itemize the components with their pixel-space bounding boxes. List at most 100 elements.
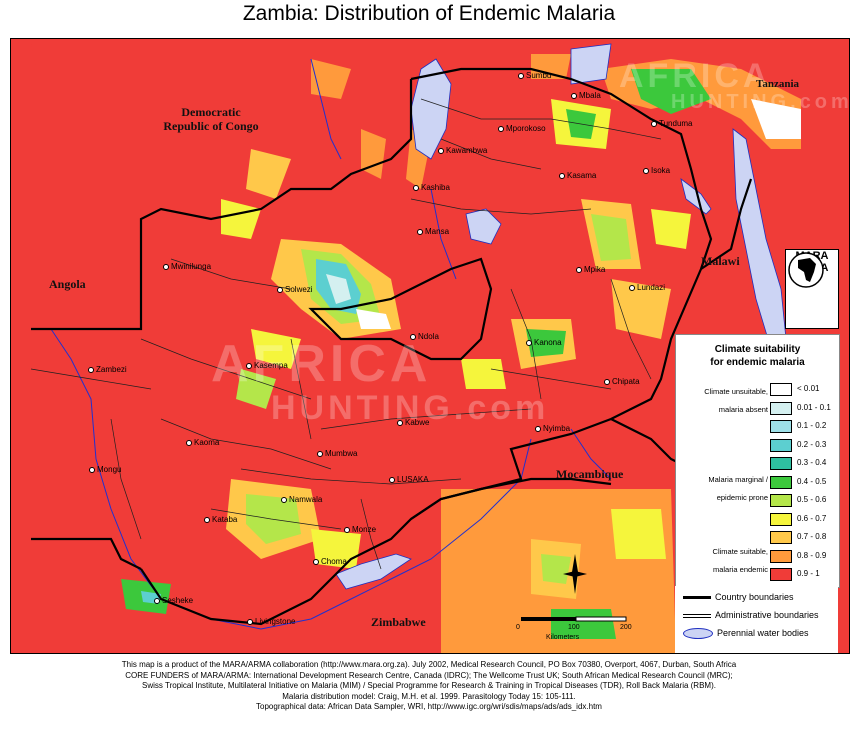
- town-choma: Choma: [313, 557, 347, 567]
- country-boundaries: [31, 67, 753, 626]
- town-nyimba: Nyimba: [535, 424, 570, 434]
- legend-class-8: 0.7 - 0.8: [770, 531, 838, 544]
- country-boundary-sample: [683, 596, 711, 600]
- town-mwinilunga: Mwinilunga: [163, 262, 211, 272]
- legend-class-label: 0.7 - 0.8: [797, 532, 827, 541]
- town-namwala: Namwala: [281, 495, 322, 505]
- town-ndola: Ndola: [410, 332, 439, 342]
- legend-swatch: [770, 457, 792, 470]
- legend-class-0: < 0.01: [770, 383, 838, 396]
- legend-class-3: 0.2 - 0.3: [770, 438, 838, 452]
- legend-class-label: < 0.01: [797, 384, 820, 393]
- legend-group-suitable-2: malaria endemic: [712, 565, 768, 574]
- town-kataba: Kataba: [204, 515, 237, 525]
- country-label-mocambique: Mocambique: [556, 467, 624, 481]
- footer-line-1: This map is a product of the MARA/ARMA c…: [121, 660, 737, 669]
- legend-swatch: [770, 512, 792, 526]
- map-area: AFRICA HUNTING.com AFRICA HUNTING.com De…: [10, 38, 850, 654]
- town-kasempa: Kasempa: [246, 361, 288, 371]
- legend-group-marginal-1: Malaria marginal /: [708, 475, 768, 484]
- footer-line-2: CORE FUNDERS of MARA/ARMA: International…: [125, 670, 733, 680]
- legend-swatch: [770, 549, 792, 563]
- mara-arma-logo: MARA ARMA: [785, 249, 839, 329]
- legend-swatch: [770, 383, 792, 396]
- scale-tick-200: 200: [620, 624, 632, 631]
- legend-group-suitable-1: Climate suitable,: [712, 547, 768, 556]
- town-mumbwa: Mumbwa: [317, 449, 357, 459]
- suitability-patches: [31, 44, 801, 653]
- scale-tick-100: 100: [568, 624, 580, 631]
- legend-class-1: 0.01 - 0.1: [770, 401, 838, 415]
- scale-bar: 0 100 200 Kilometers: [516, 614, 632, 644]
- town-kawambwa: Kawambwa: [438, 146, 487, 156]
- town-zambezi: Zambezi: [88, 365, 127, 375]
- legend-class-4: 0.3 - 0.4: [770, 457, 838, 470]
- legend-group-unsuitable-2: malaria absent: [718, 405, 768, 414]
- scale-bar-graphic: [521, 616, 627, 622]
- town-mbala: Mbala: [571, 91, 601, 101]
- legend-class-2: 0.1 - 0.2: [770, 420, 838, 433]
- town-monze: Monze: [344, 525, 376, 535]
- legend-water-bodies: Perennial water bodies: [683, 628, 809, 640]
- town-kasama: Kasama: [559, 171, 596, 181]
- town-lusaka: LUSAKA: [389, 475, 429, 485]
- legend-class-label: 0.6 - 0.7: [797, 513, 827, 523]
- town-mansa: Mansa: [417, 227, 449, 237]
- town-mpika: Mpika: [576, 265, 605, 275]
- footer-credits: This map is a product of the MARA/ARMA c…: [0, 660, 858, 713]
- legend-class-7: 0.6 - 0.7: [770, 512, 838, 526]
- town-sesheke: Sesheke: [154, 596, 193, 606]
- watermark-center-sub: HUNTING.com: [271, 389, 550, 427]
- footer-line-3: Swiss Tropical Institute, Multilateral I…: [142, 681, 716, 690]
- footer-line-5: Topographical data: African Data Sampler…: [256, 702, 602, 711]
- country-label-tanzania: Tanzania: [756, 78, 800, 90]
- legend-group-unsuitable-1: Climate unsuitable,: [704, 387, 768, 396]
- legend-class-label: 0.1 - 0.2: [797, 421, 827, 430]
- legend-swatch: [770, 475, 792, 489]
- boundary-legend: Country boundaries Administrative bounda…: [675, 586, 838, 653]
- town-lundazi: Lundazi: [629, 283, 665, 293]
- town-mporokoso: Mporokoso: [498, 124, 546, 134]
- town-solwezi: Solwezi: [277, 285, 313, 295]
- country-label-drc: Democratic Republic of Congo: [163, 105, 259, 133]
- town-sumbu: Sumbu: [518, 71, 551, 81]
- legend-class-5: 0.4 - 0.5: [770, 475, 838, 489]
- legend-title: Climate suitability for endemic malaria: [710, 344, 805, 368]
- town-kanona: Kanona: [526, 338, 562, 348]
- town-mongu: Mongu: [89, 465, 121, 475]
- legend-class-6: 0.5 - 0.6: [770, 494, 838, 507]
- legend-class-label: 0.2 - 0.3: [797, 439, 827, 449]
- town-kabwe: Kabwe: [397, 418, 429, 428]
- watermark-top-right-sub: HUNTING.com: [671, 91, 850, 113]
- town-kashiba: Kashiba: [413, 183, 450, 193]
- suitability-map: [30, 43, 801, 653]
- town-chipata: Chipata: [604, 377, 640, 387]
- africa-globe-icon: [788, 252, 824, 288]
- admin-boundary-sample: [683, 613, 711, 618]
- legend-swatch: [770, 531, 792, 544]
- legend-class-9: 0.8 - 0.9: [770, 549, 838, 563]
- legend-class-label: 0.5 - 0.6: [797, 495, 827, 504]
- town-isoka: Isoka: [643, 166, 670, 176]
- legend-swatch: [770, 494, 792, 507]
- water-body-sample: [683, 628, 713, 640]
- legend-class-label: 0.01 - 0.1: [797, 402, 831, 412]
- footer-line-4: Malaria distribution model: Craig, M.H. …: [282, 691, 576, 701]
- country-label-malawi: Malawi: [701, 254, 740, 268]
- watermark-top-right: AFRICA: [619, 57, 772, 95]
- water-bodies: [335, 43, 787, 590]
- legend-class-label: 0.8 - 0.9: [797, 550, 827, 560]
- country-label-zimbabwe: Zimbabwe: [371, 615, 426, 629]
- admin-boundaries: [30, 98, 662, 570]
- legend-admin-boundaries: Administrative boundaries: [683, 610, 819, 620]
- legend-class-label: 0.9 - 1: [797, 569, 820, 578]
- legend: Climate suitability for endemic malaria …: [675, 334, 840, 588]
- legend-swatch: [770, 401, 792, 415]
- town-kaoma: Kaoma: [186, 438, 219, 448]
- legend-class-10: 0.9 - 1: [770, 568, 838, 581]
- scale-tick-0: 0: [516, 624, 520, 631]
- legend-country-boundaries: Country boundaries: [683, 592, 794, 602]
- legend-class-label: 0.4 - 0.5: [797, 476, 827, 486]
- town-tunduma: Tunduma: [651, 119, 693, 129]
- north-arrow-icon: [563, 554, 587, 594]
